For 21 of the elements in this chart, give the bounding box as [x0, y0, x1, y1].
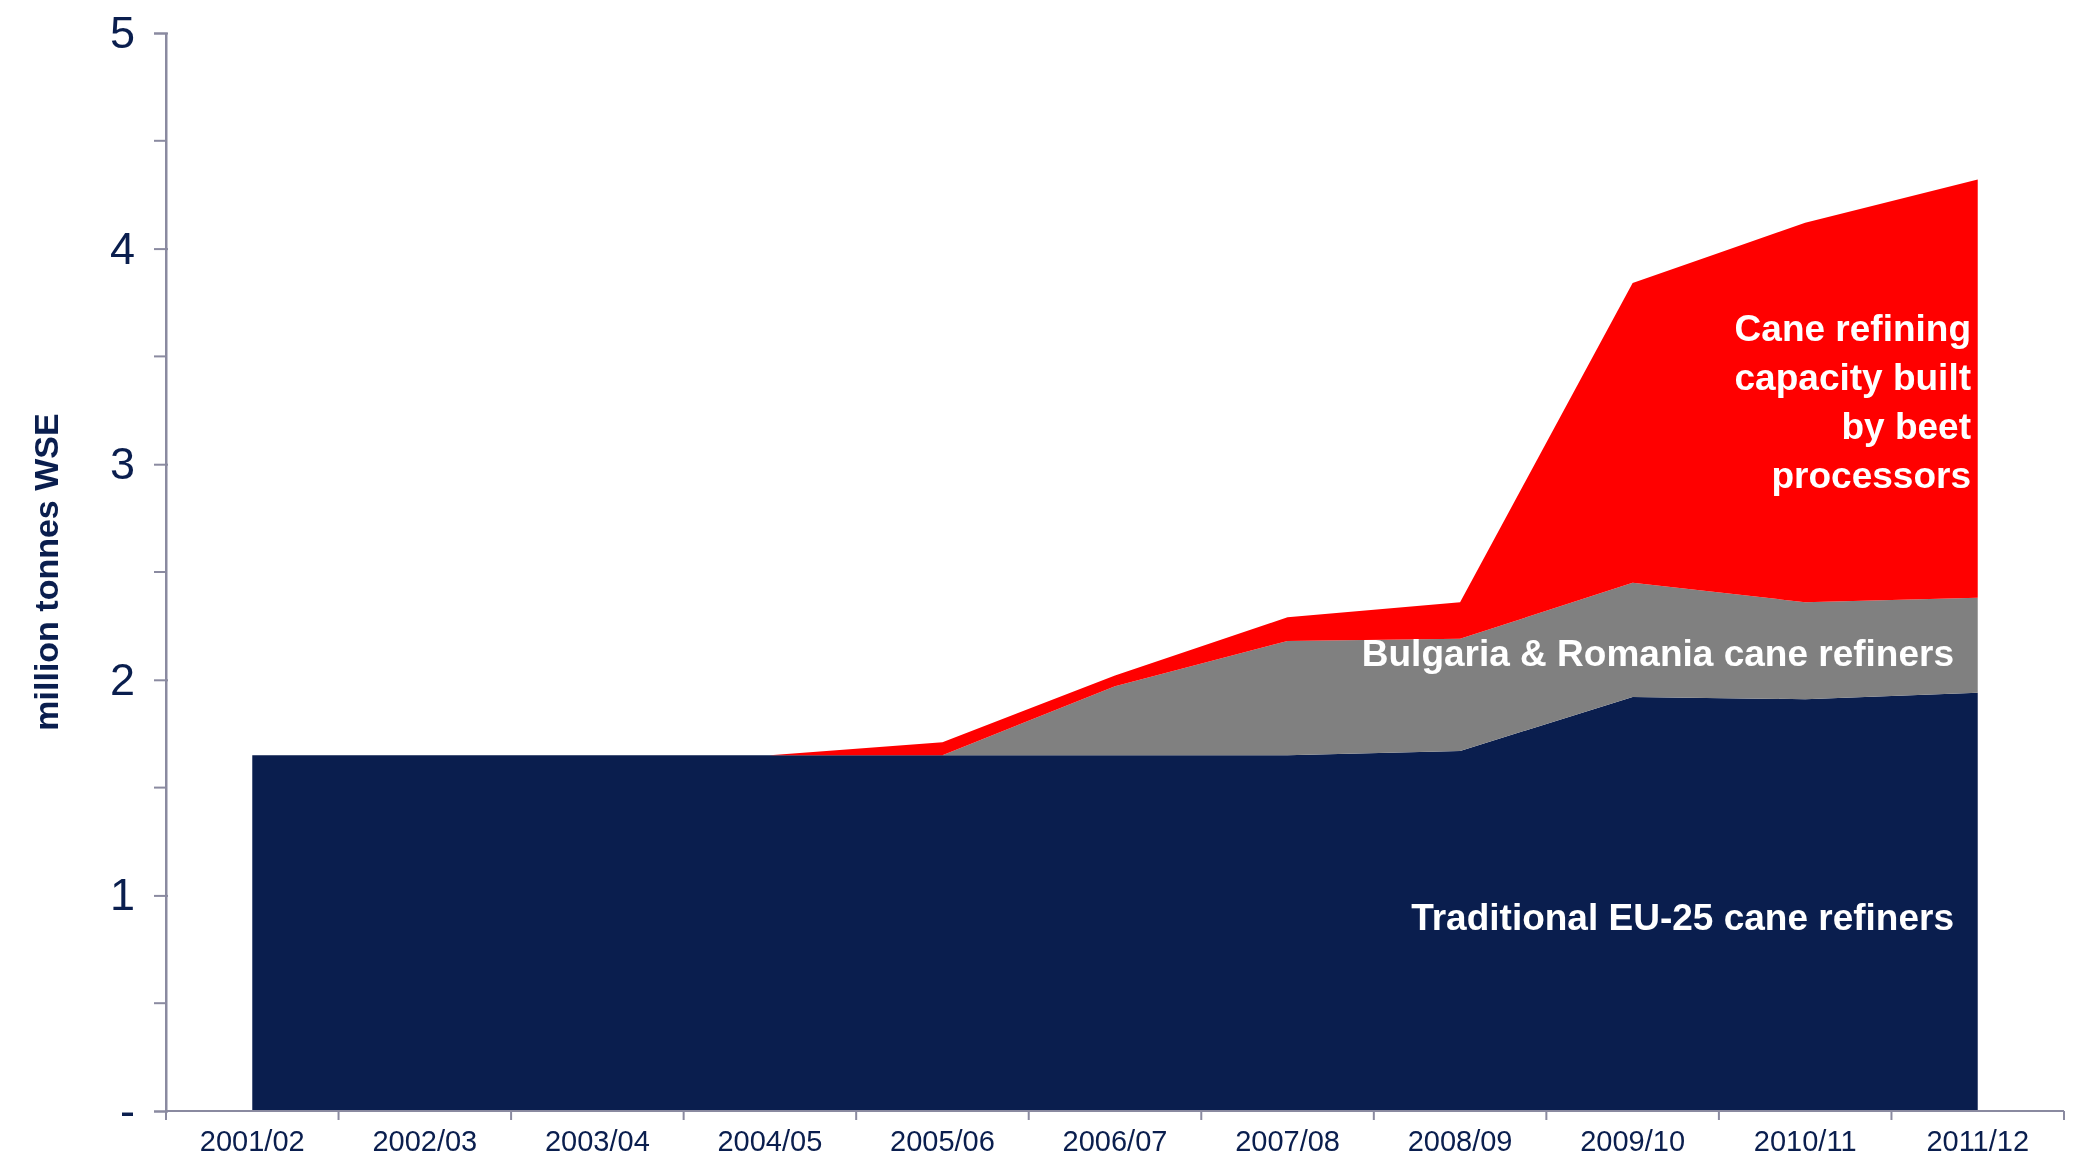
x-tick-label: 2009/10	[1580, 1125, 1686, 1157]
y-tick-label: -	[120, 1084, 135, 1136]
y-tick-label: 2	[109, 653, 135, 705]
y-tick-label: 1	[109, 869, 135, 921]
series-label: Bulgaria & Romania cane refiners	[1361, 633, 1954, 674]
x-tick-label: 2011/12	[1926, 1125, 2030, 1157]
x-tick-label: 2010/11	[1753, 1125, 1857, 1157]
x-tick-label: 2006/07	[1062, 1125, 1168, 1157]
y-tick-label: 3	[109, 438, 135, 490]
y-axis-title: million tonnes WSE	[27, 413, 65, 731]
series-label: Traditional EU-25 cane refiners	[1411, 897, 1954, 938]
x-tick-label: 2007/08	[1235, 1125, 1340, 1157]
x-tick-label: 2003/04	[544, 1125, 650, 1157]
series-label: Cane refining capacity built by beet processors	[1734, 308, 1971, 496]
x-tick-label: 2001/02	[199, 1125, 305, 1157]
y-tick-label: 5	[109, 6, 135, 58]
x-tick-label: 2004/05	[717, 1125, 823, 1157]
y-tick-label: 4	[109, 222, 135, 274]
x-tick-label: 2005/06	[890, 1125, 995, 1157]
x-tick-label: 2002/03	[372, 1125, 478, 1157]
x-tick-label: 2008/09	[1407, 1125, 1513, 1157]
